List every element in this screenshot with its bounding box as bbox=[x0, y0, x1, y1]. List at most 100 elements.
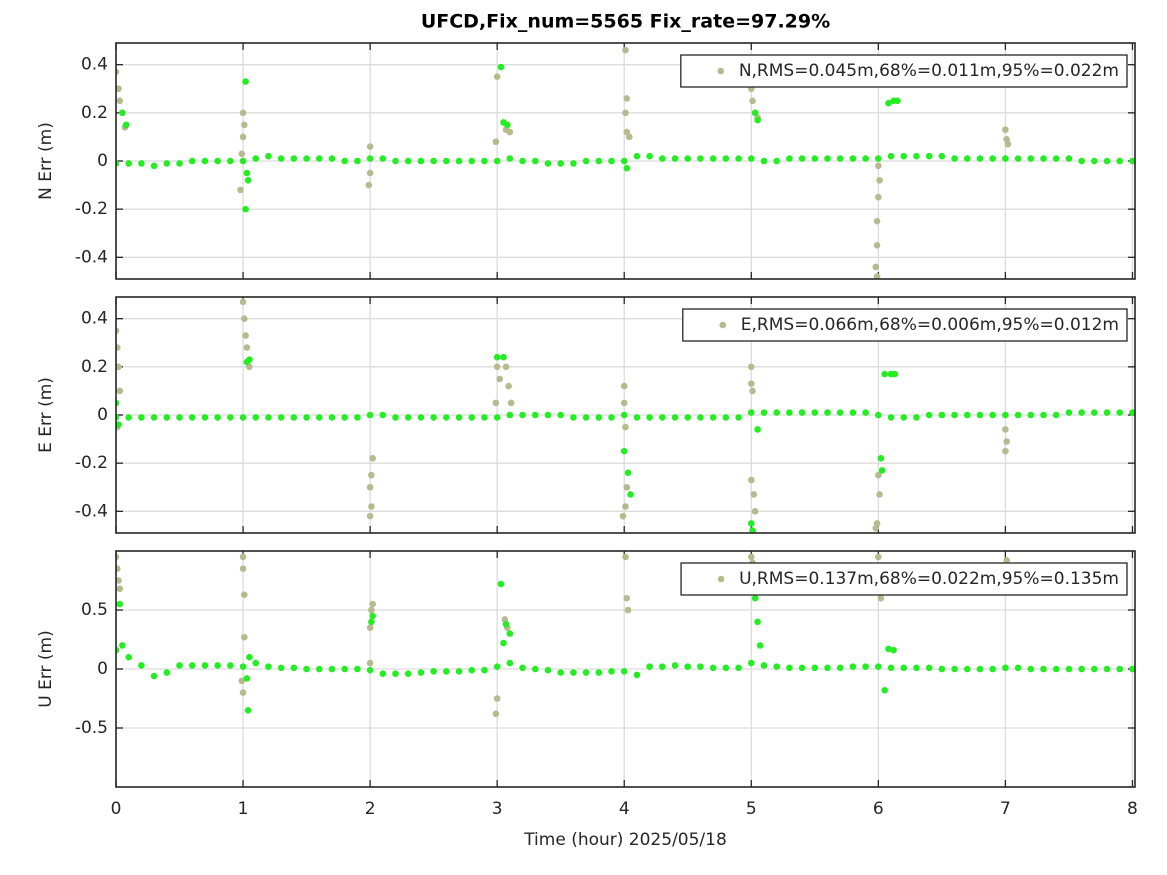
point bbox=[227, 662, 234, 669]
point bbox=[697, 155, 704, 162]
point bbox=[506, 659, 514, 667]
point bbox=[241, 121, 248, 129]
y-tick-label: 0.2 bbox=[81, 103, 108, 123]
point bbox=[659, 414, 666, 421]
point bbox=[849, 663, 857, 670]
point bbox=[749, 387, 756, 395]
point bbox=[862, 409, 869, 416]
point bbox=[760, 409, 768, 416]
point bbox=[1116, 157, 1124, 165]
y-tick-label: 0.2 bbox=[81, 357, 108, 377]
point bbox=[760, 662, 768, 669]
point bbox=[747, 553, 755, 561]
point bbox=[252, 659, 260, 667]
point bbox=[709, 664, 717, 672]
point bbox=[875, 193, 882, 201]
legend-box bbox=[680, 54, 1128, 88]
point bbox=[756, 642, 764, 649]
point bbox=[116, 414, 120, 421]
point bbox=[749, 527, 756, 533]
point bbox=[824, 409, 831, 416]
point bbox=[976, 411, 984, 419]
axes-box bbox=[115, 296, 1136, 534]
point bbox=[722, 664, 730, 672]
chart-title: UFCD,Fix_num=5565 Fix_rate=97.29% bbox=[421, 11, 830, 33]
point bbox=[1103, 409, 1111, 416]
point bbox=[239, 298, 247, 306]
point bbox=[751, 109, 759, 117]
point bbox=[150, 414, 158, 421]
point bbox=[786, 409, 793, 416]
point bbox=[138, 160, 145, 167]
point bbox=[608, 414, 615, 421]
point bbox=[239, 414, 247, 421]
point bbox=[1002, 411, 1009, 419]
point bbox=[239, 157, 247, 165]
point bbox=[633, 414, 641, 421]
point bbox=[894, 97, 901, 105]
point bbox=[623, 95, 631, 102]
point bbox=[709, 414, 717, 421]
point bbox=[468, 666, 476, 674]
point bbox=[354, 157, 361, 165]
point bbox=[623, 594, 631, 602]
point bbox=[1003, 438, 1010, 445]
axes-box bbox=[115, 550, 1136, 788]
point bbox=[1091, 157, 1098, 165]
point bbox=[951, 155, 958, 162]
point bbox=[786, 155, 793, 162]
point bbox=[366, 483, 374, 491]
point bbox=[1014, 155, 1022, 162]
point bbox=[887, 152, 895, 160]
point bbox=[620, 411, 628, 419]
legend-marker bbox=[717, 575, 725, 583]
point bbox=[1040, 411, 1047, 419]
point bbox=[1004, 140, 1012, 148]
point bbox=[493, 695, 501, 702]
point bbox=[1002, 447, 1009, 455]
point bbox=[163, 414, 171, 421]
point bbox=[328, 414, 336, 421]
point bbox=[885, 99, 892, 107]
point bbox=[1065, 155, 1073, 162]
point bbox=[366, 411, 374, 419]
point bbox=[506, 411, 514, 419]
point bbox=[368, 503, 375, 510]
point bbox=[747, 659, 755, 667]
point bbox=[1091, 665, 1098, 673]
point bbox=[646, 663, 653, 670]
point bbox=[150, 162, 158, 170]
point bbox=[1116, 409, 1124, 416]
point bbox=[430, 157, 437, 165]
point bbox=[214, 662, 221, 669]
point bbox=[747, 409, 755, 416]
y-axis-label: N Err (m) bbox=[36, 122, 56, 200]
point bbox=[570, 669, 577, 676]
point bbox=[242, 205, 249, 213]
point bbox=[963, 155, 971, 162]
x-tick-label: 1 bbox=[238, 799, 249, 819]
point bbox=[455, 157, 463, 165]
point bbox=[504, 121, 511, 129]
point bbox=[366, 624, 374, 631]
point bbox=[798, 409, 806, 416]
point bbox=[620, 382, 628, 390]
point bbox=[265, 414, 272, 421]
point bbox=[709, 155, 717, 162]
point bbox=[836, 664, 844, 672]
point bbox=[626, 133, 633, 141]
point bbox=[188, 414, 196, 421]
point bbox=[989, 155, 996, 162]
point bbox=[608, 157, 615, 165]
point bbox=[366, 155, 374, 162]
point bbox=[786, 664, 793, 672]
point bbox=[1078, 409, 1085, 416]
point bbox=[252, 155, 260, 162]
point bbox=[366, 169, 374, 177]
point bbox=[750, 491, 758, 498]
point bbox=[938, 152, 946, 160]
point bbox=[116, 160, 120, 167]
point bbox=[623, 164, 631, 172]
point bbox=[125, 414, 133, 421]
point bbox=[900, 664, 908, 672]
